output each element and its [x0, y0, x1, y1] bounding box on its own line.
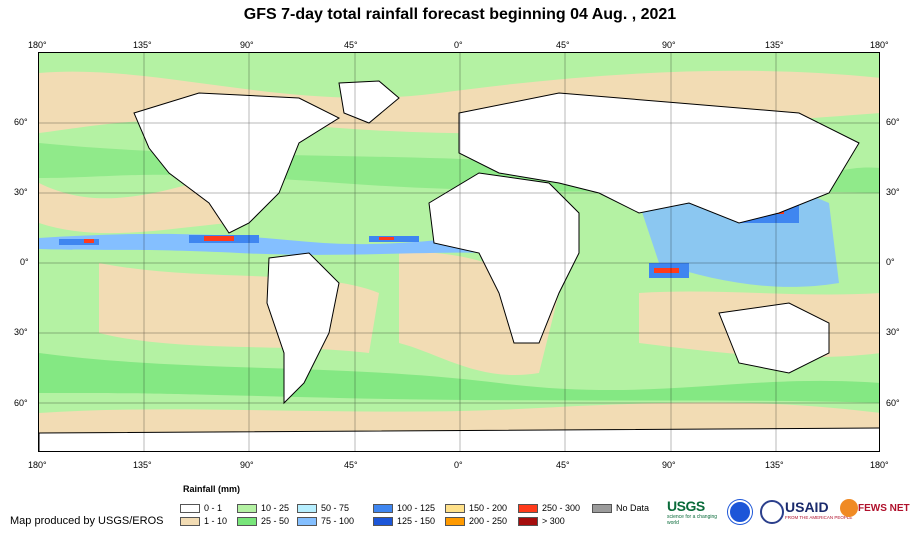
lon-tick: 135°	[765, 40, 784, 50]
eurasia	[458, 92, 860, 224]
lon-tick: 135°	[133, 40, 152, 50]
legend-swatch	[373, 517, 393, 526]
lat-tick: 60°	[886, 117, 900, 127]
lon-tick: 135°	[765, 460, 784, 470]
dos-seal-icon	[760, 500, 784, 524]
lon-tick: 90°	[240, 460, 254, 470]
lat-tick: 60°	[886, 398, 900, 408]
lon-tick: 0°	[454, 460, 463, 470]
legend-swatch	[592, 504, 612, 513]
legend-swatch	[445, 517, 465, 526]
legend-label: 25 - 50	[261, 516, 290, 526]
legend-swatch	[237, 504, 257, 513]
fewsnet-globe-icon	[840, 499, 858, 517]
lat-tick: 60°	[14, 117, 28, 127]
fewsnet-wordmark: FEWS NET	[858, 503, 910, 514]
lat-tick: 30°	[14, 327, 28, 337]
lon-tick: 45°	[344, 40, 358, 50]
graticule	[39, 53, 879, 451]
legend-swatch	[297, 504, 317, 513]
lon-tick: 45°	[556, 40, 570, 50]
lon-tick: 135°	[133, 460, 152, 470]
legend-label: > 300	[542, 516, 565, 526]
lon-tick: 180°	[870, 40, 889, 50]
land-masses	[39, 80, 879, 451]
australia	[718, 302, 830, 374]
legend-swatch	[297, 517, 317, 526]
legend-label: 0 - 1	[204, 503, 223, 513]
lon-tick: 45°	[344, 460, 358, 470]
usgs-wordmark: USGS	[667, 498, 705, 514]
legend-label: 250 - 300	[542, 503, 581, 513]
lat-tick: 0°	[20, 257, 29, 267]
noaa-icon	[728, 500, 752, 524]
legend-swatch	[237, 517, 257, 526]
legend-label: 75 - 100	[321, 516, 355, 526]
legend-swatch	[180, 517, 200, 526]
map-canvas	[39, 53, 879, 451]
rainfall-map[interactable]	[38, 52, 880, 452]
dry-band-pacific-ne	[39, 173, 229, 234]
north-america	[133, 92, 341, 234]
lon-tick: 0°	[454, 40, 463, 50]
usaid-logo: USAID FROM THE AMERICAN PEOPLE	[785, 499, 853, 523]
legend-label: 150 - 200	[469, 503, 508, 513]
credit-text: Map produced by USGS/EROS	[10, 515, 164, 527]
lon-tick: 90°	[240, 40, 254, 50]
legend-label: 50 - 75	[321, 503, 350, 513]
lat-tick: 0°	[886, 257, 895, 267]
usgs-tagline: science for a changing world	[667, 514, 718, 526]
legend-label: 10 - 25	[261, 503, 290, 513]
legend-title: Rainfall (mm)	[183, 484, 241, 494]
usaid-wordmark: USAID	[785, 499, 829, 515]
lon-tick: 180°	[28, 460, 47, 470]
legend-label: No Data	[616, 503, 650, 513]
legend-label: 1 - 10	[204, 516, 228, 526]
lat-tick: 30°	[886, 187, 900, 197]
lon-tick: 180°	[870, 460, 889, 470]
lon-tick: 45°	[556, 460, 570, 470]
legend-swatch	[518, 504, 538, 513]
legend-swatch	[445, 504, 465, 513]
usaid-tagline: FROM THE AMERICAN PEOPLE	[785, 515, 853, 520]
usgs-logo: USGS science for a changing world	[667, 498, 722, 526]
legend-label: 125 - 150	[397, 516, 436, 526]
itcz-band	[39, 233, 499, 255]
africa	[428, 172, 580, 344]
legend-swatch	[373, 504, 393, 513]
lon-tick: 90°	[662, 40, 676, 50]
lon-tick: 180°	[28, 40, 47, 50]
lon-tick: 90°	[662, 460, 676, 470]
itcz-heavy	[59, 235, 419, 245]
legend-swatch	[518, 517, 538, 526]
lat-tick: 60°	[14, 398, 28, 408]
monsoon-heavy	[649, 203, 799, 278]
greenland	[338, 80, 400, 124]
legend-label: 200 - 250	[469, 516, 508, 526]
legend-swatch	[180, 504, 200, 513]
lat-tick: 30°	[886, 327, 900, 337]
map-title: GFS 7-day total rainfall forecast beginn…	[243, 6, 677, 23]
lat-tick: 30°	[14, 187, 28, 197]
legend-label: 100 - 125	[397, 503, 436, 513]
